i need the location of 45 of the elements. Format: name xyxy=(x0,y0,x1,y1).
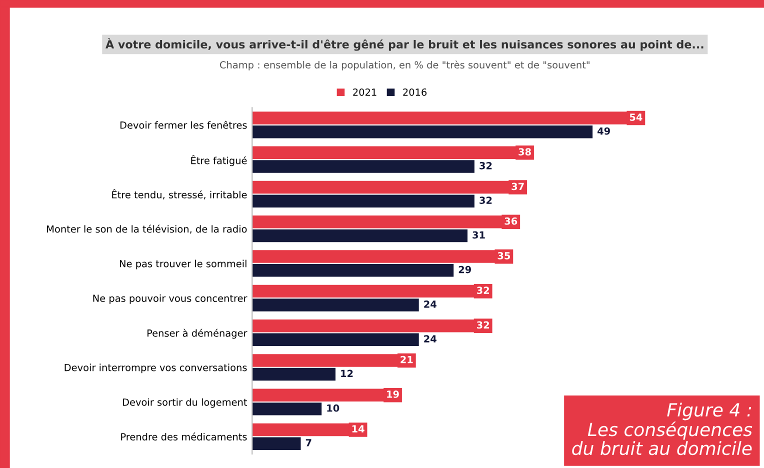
data-label: 36 xyxy=(504,217,518,225)
y-tick-label: Prendre des médicaments xyxy=(121,432,247,440)
data-label: 24 xyxy=(424,335,436,342)
y-tick-label: Être fatigué xyxy=(191,155,247,166)
y-tick-label: Penser à déménager xyxy=(148,328,248,339)
bar xyxy=(252,264,454,277)
y-tick-label: Être tendu, stressé, irritable xyxy=(112,189,247,200)
data-label: 21 xyxy=(400,356,413,364)
data-label: 31 xyxy=(472,231,485,239)
data-label: 35 xyxy=(498,252,510,260)
data-label: 37 xyxy=(512,182,524,190)
data-label: 19 xyxy=(387,390,399,398)
y-tick-label: Ne pas trouver le sommeil xyxy=(120,260,246,270)
y-tick-label: Devoir interrompre vos conversations xyxy=(64,364,247,374)
legend-label: 2021 xyxy=(353,88,376,96)
bar xyxy=(252,333,419,346)
data-label: 14 xyxy=(352,425,364,432)
data-label: 32 xyxy=(476,321,490,329)
y-tick-label: Devoir fermer les fenêtres xyxy=(120,120,247,129)
bar xyxy=(252,402,322,416)
bar xyxy=(252,194,474,208)
data-label: 54 xyxy=(630,114,642,121)
y-tick-label: Ne pas pouvoir vous concentrer xyxy=(93,294,248,304)
data-label: 32 xyxy=(480,196,492,204)
data-label: 29 xyxy=(458,266,472,274)
data-label: 7 xyxy=(306,439,312,446)
bar xyxy=(252,160,474,173)
chart-title: À votre domicile, vous arrive-t-il d'être gêné par le bruit et les nuisances sonores au point de... xyxy=(106,38,704,51)
bar xyxy=(252,126,593,138)
data-label: 38 xyxy=(518,148,531,156)
data-label: 12 xyxy=(341,370,353,377)
y-tick-label: Devoir sortir du logement xyxy=(122,398,248,408)
data-label: 24 xyxy=(424,300,436,308)
data-label: 10 xyxy=(327,404,340,412)
data-label: 32 xyxy=(480,162,492,170)
chart-subtitle: Champ : ensemble de la population, en % de "très souvent" et de "souvent" xyxy=(220,60,590,70)
annotation: Figure 4 : Les conséquences du bruit au domicile xyxy=(572,402,752,456)
bar xyxy=(252,437,301,450)
bar xyxy=(252,229,468,242)
y-tick-label: Monter le son de la télévision, de la radio xyxy=(47,224,247,234)
data-label: 32 xyxy=(476,286,490,294)
data-label: 49 xyxy=(598,127,610,135)
bar xyxy=(252,298,419,312)
bar xyxy=(252,368,336,381)
legend-label: 2016 xyxy=(403,88,427,96)
